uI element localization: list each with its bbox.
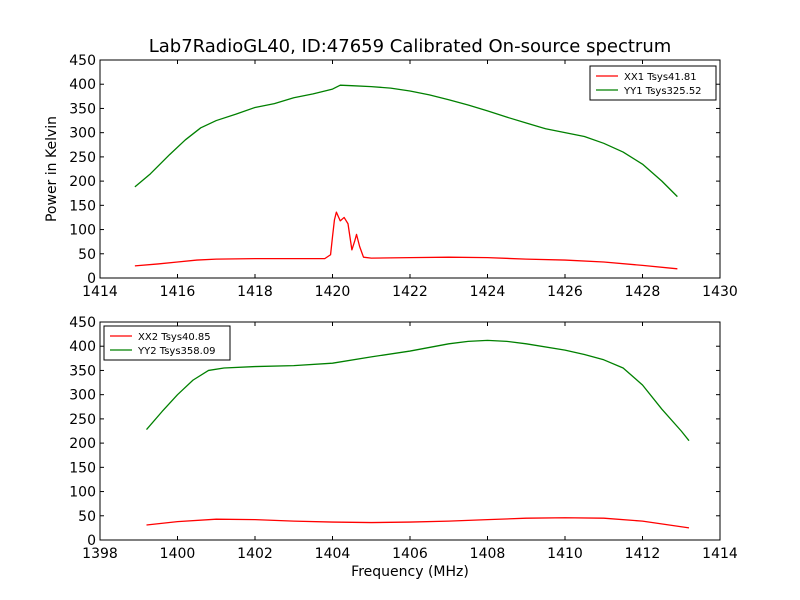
y-tick-label: 300 — [69, 388, 96, 404]
x-tick-label: 1430 — [702, 284, 738, 300]
series-line-2-2 — [146, 339, 690, 442]
y-tick-label: 0 — [87, 533, 96, 549]
legend-box — [103, 325, 231, 361]
x-tick-label: 1416 — [160, 284, 196, 300]
legend-entry: XX2 Tsys40.85 — [138, 332, 211, 343]
x-tick-label: 1414 — [702, 546, 738, 562]
y-tick-label: 50 — [78, 247, 96, 263]
x-tick-label: 1418 — [237, 284, 273, 300]
y-tick-label: 200 — [69, 436, 96, 452]
legend-box — [589, 65, 717, 101]
y-tick-label: 300 — [69, 126, 96, 142]
x-tick-label: 1406 — [392, 546, 428, 562]
y-tick-label: 0 — [87, 271, 96, 287]
x-tick-label: 1428 — [625, 284, 661, 300]
legend-entry: YY1 Tsys325.52 — [623, 86, 702, 97]
y-tick-label: 450 — [69, 53, 96, 69]
y-tick-label: 200 — [69, 174, 96, 190]
x-axis-label: Frequency (MHz) — [351, 564, 469, 580]
y-tick-label: 400 — [69, 339, 96, 355]
y-tick-label: 400 — [69, 77, 96, 93]
y-tick-label: 50 — [78, 509, 96, 525]
x-tick-label: 1410 — [547, 546, 583, 562]
x-tick-label: 1422 — [392, 284, 428, 300]
x-tick-label: 1426 — [547, 284, 583, 300]
y-tick-label: 350 — [69, 101, 96, 117]
y-tick-label: 250 — [69, 412, 96, 428]
y-axis-label: Power in Kelvin — [44, 116, 60, 222]
chart-title: Lab7RadioGL40, ID:47659 Calibrated On-so… — [149, 36, 672, 57]
legend-entry: YY2 Tsys358.09 — [137, 346, 216, 357]
x-tick-label: 1414 — [82, 284, 118, 300]
x-tick-label: 1404 — [315, 546, 351, 562]
y-tick-label: 150 — [69, 198, 96, 214]
series-line-1-1 — [134, 211, 678, 270]
series-line-2-1 — [146, 517, 690, 529]
x-tick-label: 1424 — [470, 284, 506, 300]
y-tick-label: 100 — [69, 485, 96, 501]
y-tick-label: 250 — [69, 150, 96, 166]
y-tick-label: 100 — [69, 223, 96, 239]
x-tick-label: 1400 — [160, 546, 196, 562]
y-tick-label: 350 — [69, 363, 96, 379]
y-tick-label: 150 — [69, 460, 96, 476]
x-tick-label: 1408 — [470, 546, 506, 562]
legend-entry: XX1 Tsys41.81 — [624, 72, 697, 83]
x-tick-label: 1398 — [82, 546, 118, 562]
x-tick-label: 1412 — [625, 546, 661, 562]
x-tick-label: 1402 — [237, 546, 273, 562]
series-line-1-2 — [134, 84, 678, 198]
y-tick-label: 450 — [69, 315, 96, 331]
x-tick-label: 1420 — [315, 284, 351, 300]
